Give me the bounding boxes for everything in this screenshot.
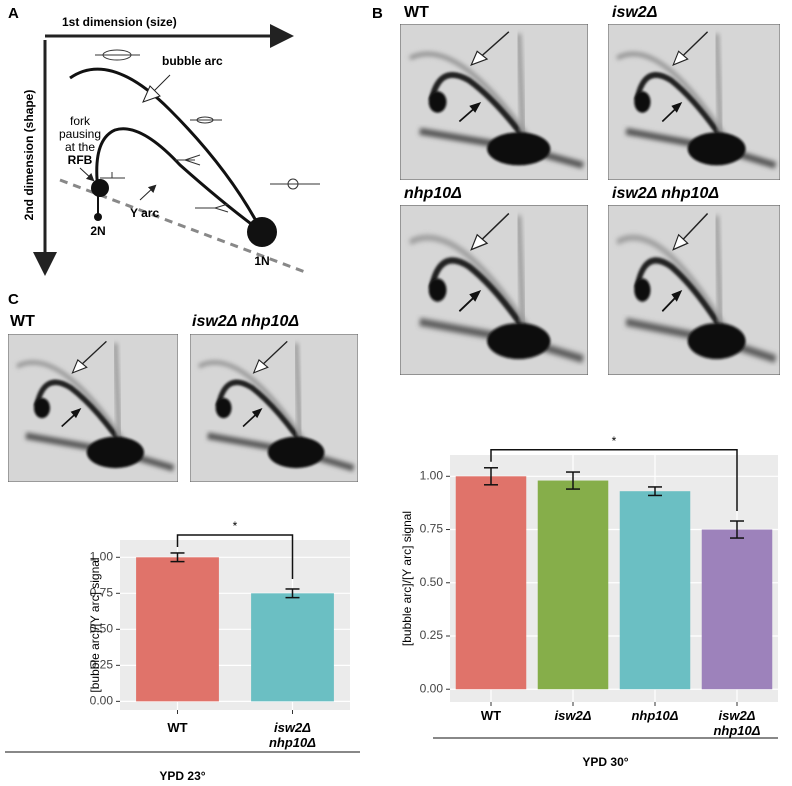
x-tick-label: nhp10Δ xyxy=(631,708,679,723)
blot-label: isw2Δ xyxy=(612,4,658,21)
label: Y arc xyxy=(130,206,159,220)
icon xyxy=(100,172,125,179)
arrow xyxy=(79,167,95,182)
blot-image xyxy=(400,24,588,180)
bar xyxy=(251,593,334,702)
bar xyxy=(619,491,691,690)
y-tick-label: 1.00 xyxy=(420,468,444,482)
blot-label: isw2Δ nhp10Δ xyxy=(612,185,719,202)
label: fork xyxy=(70,114,91,128)
x-tick-label: isw2Δ xyxy=(554,708,592,723)
bar xyxy=(537,480,609,690)
blot-image xyxy=(608,205,780,375)
significance-bracket xyxy=(176,534,294,579)
blot-image xyxy=(400,205,588,375)
significance-label: * xyxy=(612,434,617,448)
blot-image xyxy=(608,24,780,180)
y-tick-label: 0.25 xyxy=(420,628,444,642)
1n-spot xyxy=(247,217,277,247)
bubble-arc xyxy=(69,67,264,233)
arrow xyxy=(142,85,161,103)
label: 1N xyxy=(254,254,269,268)
y-arc xyxy=(95,127,263,234)
label: bubble arc xyxy=(162,54,223,68)
panel-label: A xyxy=(8,5,19,22)
x-tick-label: WT xyxy=(480,708,502,723)
axis-label: 1st dimension (size) xyxy=(62,15,177,29)
y-tick-label: 0.00 xyxy=(90,694,114,708)
x-tick-label: isw2Δ nhp10Δ xyxy=(268,720,316,750)
y-tick-label: 0.75 xyxy=(90,585,114,599)
y-axis-label: [bubble arc]/[Y arc] signal xyxy=(400,511,414,646)
y-tick-label: 0.00 xyxy=(420,681,444,695)
x-tick-label: isw2Δ nhp10Δ xyxy=(713,708,761,738)
y-axis-label: [bubble arc]/[Y arc] signal xyxy=(88,557,102,692)
icon xyxy=(195,203,229,213)
blot-label: WT xyxy=(10,313,35,330)
blot-label: nhp10Δ xyxy=(404,185,462,202)
label: RFB xyxy=(68,153,93,167)
footer: YPD 23° xyxy=(159,769,205,783)
panel-label: C xyxy=(8,291,19,308)
2n-spot xyxy=(94,213,102,221)
arrow xyxy=(139,184,157,201)
blot-label: isw2Δ nhp10Δ xyxy=(192,313,299,330)
y-tick-label: 0.75 xyxy=(420,522,444,536)
y-tick-label: 0.50 xyxy=(420,575,444,589)
label: at the xyxy=(65,140,95,154)
blot-image xyxy=(190,334,358,482)
axis-label: 2nd dimension (shape) xyxy=(22,90,36,221)
rfb-spot xyxy=(91,179,109,197)
y-tick-label: 0.50 xyxy=(90,621,114,635)
bar xyxy=(136,557,219,702)
blot-image xyxy=(8,334,178,482)
icon xyxy=(175,154,201,166)
significance-bracket xyxy=(490,449,738,512)
label: pausing xyxy=(59,127,101,141)
x-tick-label: WT xyxy=(167,720,188,735)
label: 2N xyxy=(90,224,105,238)
footer: YPD 30° xyxy=(582,755,628,769)
significance-label: * xyxy=(233,519,238,533)
blot-label: WT xyxy=(404,4,429,21)
panel-label: B xyxy=(372,5,383,22)
y-tick-label: 0.25 xyxy=(90,658,114,672)
bar xyxy=(701,529,773,690)
bar xyxy=(455,476,527,690)
y-tick-label: 1.00 xyxy=(90,549,114,563)
